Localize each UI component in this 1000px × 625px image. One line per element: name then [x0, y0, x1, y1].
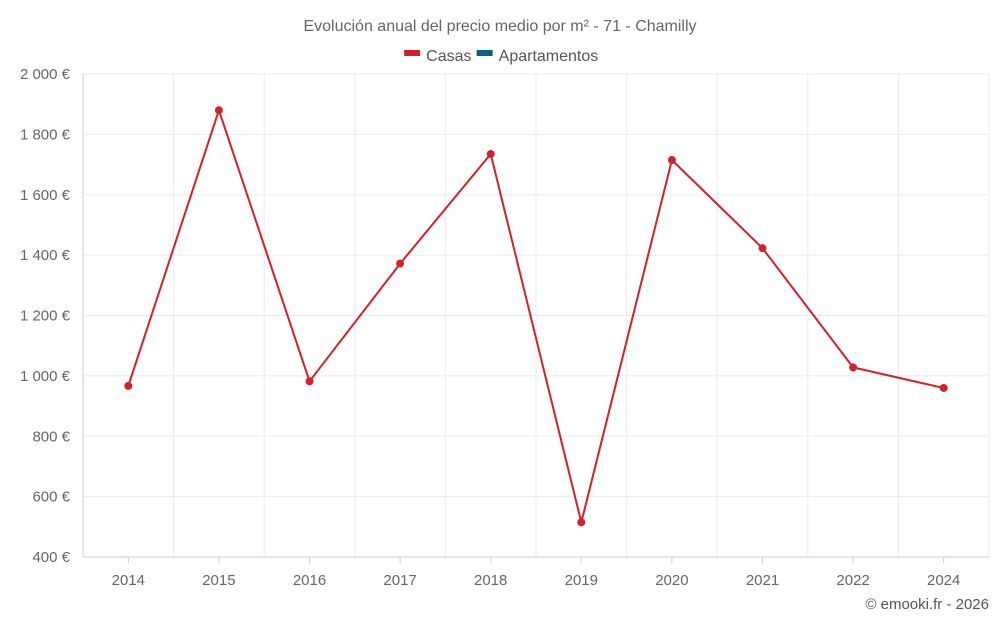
- x-tick-label: 2016: [293, 572, 326, 589]
- x-tick-label: 2022: [836, 572, 869, 589]
- data-point-casas[interactable]: [758, 244, 767, 253]
- data-point-casas[interactable]: [305, 377, 314, 386]
- legend-swatch-apartamentos: [476, 50, 493, 56]
- y-tick-label: 1 400 €: [20, 247, 71, 264]
- legend-swatch-casas: [404, 50, 421, 56]
- series-layer: [124, 106, 948, 527]
- legend: Casas Apartamentos: [404, 48, 598, 65]
- legend-label-casas: Casas: [426, 48, 471, 65]
- y-tick-label: 1 200 €: [20, 308, 71, 325]
- y-tick-label: 1 000 €: [20, 368, 71, 385]
- x-tick-label: 2024: [927, 572, 960, 589]
- y-tick-label: 600 €: [32, 489, 70, 506]
- series-line-casas: [127, 109, 944, 524]
- y-tick-label: 800 €: [32, 428, 70, 445]
- data-point-casas[interactable]: [849, 363, 858, 372]
- axes: [82, 74, 989, 558]
- x-axis-ticks: 2014 2015 2016 2017 2018 2019 2020 2021 2022 2024: [112, 557, 960, 589]
- x-tick-label: 2014: [112, 572, 145, 589]
- data-point-casas[interactable]: [214, 106, 223, 115]
- y-tick-label: 400 €: [32, 549, 70, 566]
- y-tick-label: 1 800 €: [20, 126, 71, 143]
- data-point-casas[interactable]: [396, 259, 405, 268]
- y-tick-label: 1 600 €: [20, 187, 71, 204]
- data-point-casas[interactable]: [486, 149, 495, 158]
- y-axis-ticks: 400 € 600 € 800 € 1 000 € 1 200 € 1 400 € 1 60…: [20, 66, 71, 566]
- x-tick-label: 2017: [383, 572, 416, 589]
- x-tick-label: 2015: [202, 572, 235, 589]
- credit-text: © emooki.fr - 2026: [865, 596, 989, 613]
- legend-label-apartamentos: Apartamentos: [499, 48, 599, 65]
- x-tick-label: 2020: [655, 572, 688, 589]
- grid-lines: [82, 73, 990, 558]
- data-point-casas[interactable]: [939, 383, 948, 392]
- data-point-casas[interactable]: [577, 518, 586, 527]
- x-tick-label: 2018: [474, 572, 507, 589]
- y-tick-label: 2 000 €: [20, 66, 71, 83]
- x-tick-label: 2021: [746, 572, 779, 589]
- x-tick-label: 2019: [565, 572, 598, 589]
- chart-title: Evolución anual del precio medio por m² …: [303, 18, 696, 35]
- data-point-casas[interactable]: [667, 156, 676, 165]
- data-point-casas[interactable]: [124, 381, 133, 390]
